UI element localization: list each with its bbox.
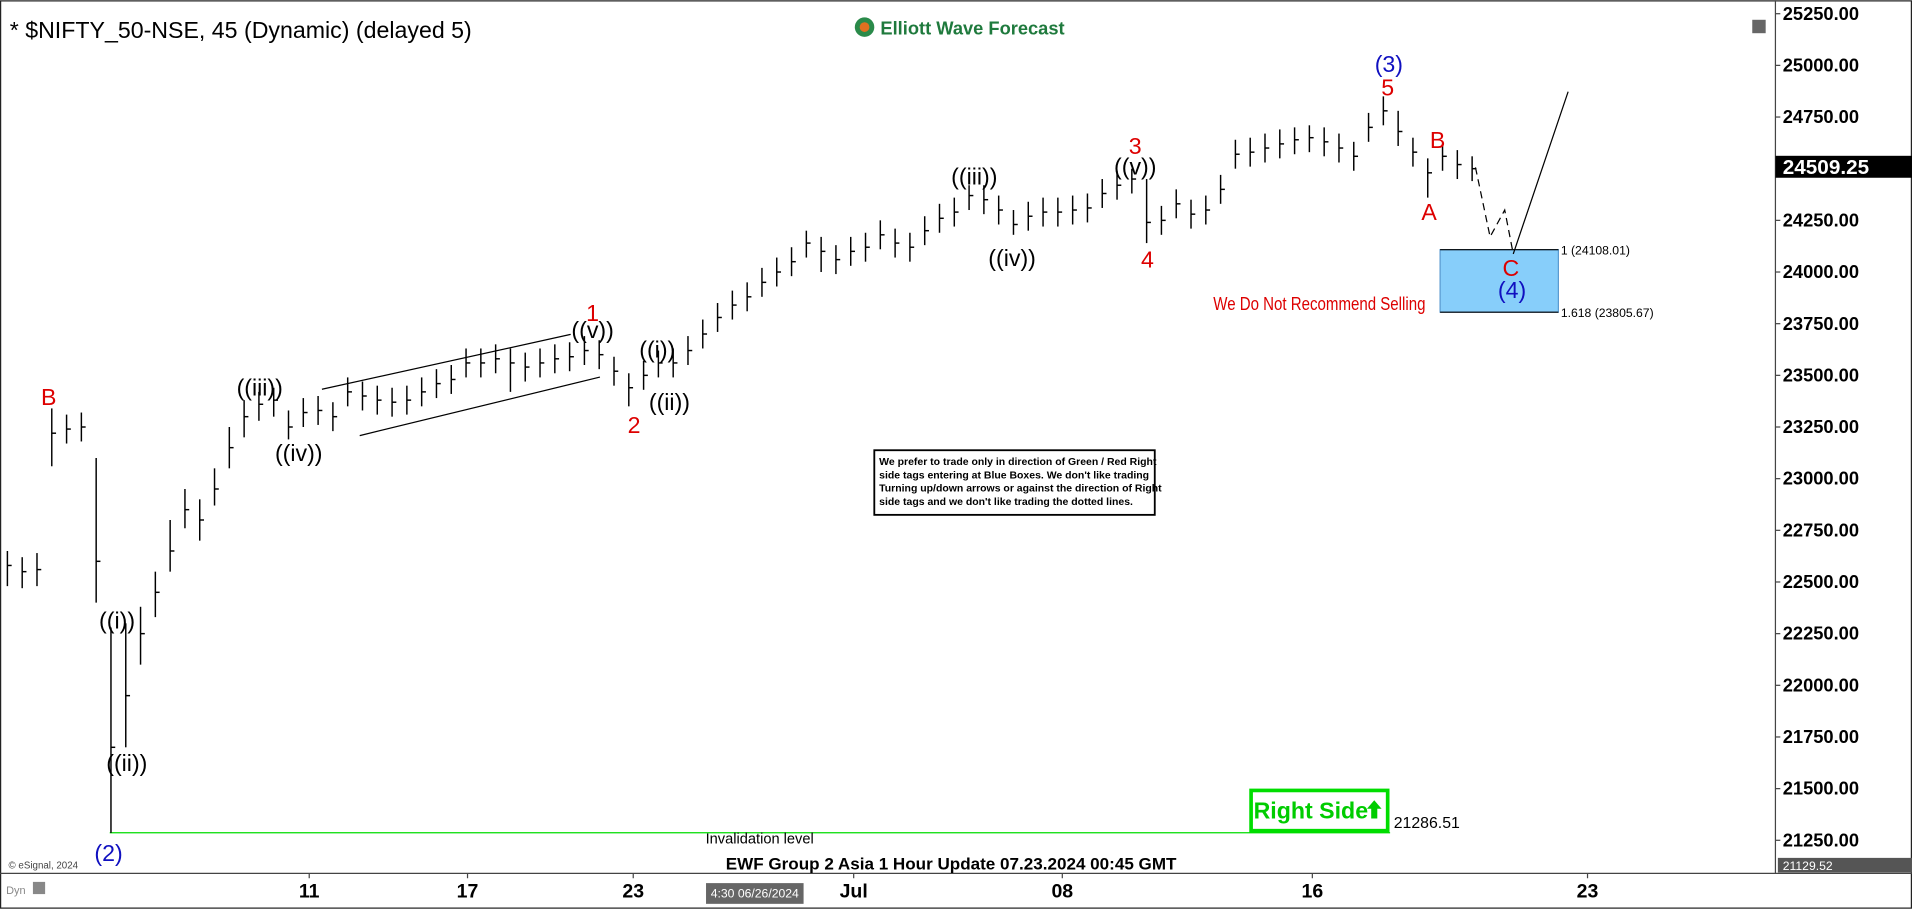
y-tick-label: 22250.00 (1783, 623, 1859, 644)
y-tick-label: 22750.00 (1783, 519, 1859, 540)
fib-label: 1.618 (23805.67) (1561, 306, 1654, 320)
x-tick-label: 11 (299, 881, 320, 903)
wave-label: (2) (94, 840, 122, 866)
wave-label: B (41, 384, 56, 410)
channel-line (321, 333, 571, 390)
wave-label: ((iv)) (275, 440, 323, 466)
y-tick-label: 24750.00 (1783, 106, 1859, 127)
wave-label: 3 (1129, 133, 1142, 159)
last-price-box (1775, 155, 1912, 178)
interval-label: Dyn (6, 885, 26, 897)
wave-label: ((v)) (1114, 154, 1156, 180)
wave-label: ((iii)) (237, 374, 283, 400)
plot (6, 96, 1559, 834)
invalidation-text: Invalidation level (706, 832, 814, 848)
wave-label: ((i)) (99, 607, 135, 633)
wave-label: ((iv)) (988, 245, 1036, 271)
y-tick-label: 21750.00 (1783, 726, 1859, 747)
invalidation-value: 21286.51 (1394, 815, 1460, 832)
y-tick-label: 23750.00 (1783, 313, 1859, 334)
wave-label: 5 (1381, 74, 1394, 100)
x-tick-label: 23 (1577, 881, 1599, 903)
logo-text: Elliott Wave Forecast (880, 17, 1064, 38)
copyright: © eSignal, 2024 (9, 860, 79, 871)
logo: Elliott Wave Forecast (854, 17, 1065, 38)
last-price: 24509.25 (1783, 156, 1869, 179)
note: We prefer to trade only in direction of … (879, 457, 1162, 508)
y-tick-label: 23000.00 (1783, 468, 1859, 489)
x-tick-label: Jul (840, 881, 868, 903)
note-line: We prefer to trade only in direction of … (879, 457, 1157, 468)
x-tick-label: 17 (457, 881, 479, 903)
note-line: side tags and we don't like trading the … (879, 497, 1133, 508)
wave-label: ((v)) (571, 317, 613, 343)
y-tick-label: 24000.00 (1783, 261, 1859, 282)
warning: We Do Not Recommend Selling (1213, 293, 1425, 314)
window-button[interactable] (1752, 19, 1766, 34)
channel-line (359, 376, 601, 437)
wave-label: ((i)) (639, 337, 675, 363)
projection-line (1512, 91, 1569, 255)
y-tick-label: 21500.00 (1783, 778, 1859, 799)
chart-title: * $NIFTY_50-NSE, 45 (Dynamic) (delayed 5… (10, 17, 472, 43)
interval-button[interactable] (32, 881, 46, 895)
projection-dashed (1474, 167, 1514, 255)
right-side-text: Right Side (1254, 797, 1369, 823)
footer: EWF Group 2 Asia 1 Hour Update 07.23.202… (726, 855, 1177, 874)
note-line: side tags entering at Blue Boxes. We don… (879, 470, 1149, 481)
cursor-time: 4:30 06/26/2024 (711, 887, 799, 901)
wave-label: 4 (1141, 246, 1154, 272)
y-tick-label: 25250.00 (1783, 3, 1859, 24)
y-tick-label: 24250.00 (1783, 209, 1859, 230)
wave-label: 1 (586, 300, 599, 326)
right-side-box (1249, 788, 1390, 833)
wave-label: ((iii)) (951, 163, 997, 189)
x-tick-label: 08 (1051, 881, 1073, 903)
axis-low-box (1777, 857, 1912, 873)
wave-label: ((ii)) (649, 389, 690, 415)
cursor-time-box (706, 883, 804, 904)
fib-label: 1 (24108.01) (1561, 244, 1630, 258)
note-line: Turning up/down arrows or against the di… (879, 484, 1162, 495)
x-tick-label: 23 (622, 881, 644, 903)
wave-label: A (1421, 199, 1437, 225)
wave-label: (4) (1498, 277, 1526, 303)
right-side-arrow (1366, 800, 1382, 819)
wave-label: (3) (1375, 51, 1403, 77)
wave-label: 2 (628, 412, 641, 438)
wave-label: C (1502, 255, 1519, 281)
wave-label: B (1430, 127, 1445, 153)
y-tick-label: 23250.00 (1783, 416, 1859, 437)
x-tick-label: 16 (1301, 881, 1323, 903)
y-tick-label: 22500.00 (1783, 571, 1859, 592)
logo-icon-inner (859, 22, 870, 32)
y-tick-label: 21250.00 (1783, 829, 1859, 850)
wave-label: ((ii)) (106, 750, 147, 776)
note-box (873, 449, 1156, 516)
y-tick-label: 25000.00 (1783, 54, 1859, 75)
y-tick-label: 23500.00 (1783, 364, 1859, 385)
axis-low: 21129.52 (1783, 859, 1833, 873)
y-tick-label: 22000.00 (1783, 674, 1859, 695)
